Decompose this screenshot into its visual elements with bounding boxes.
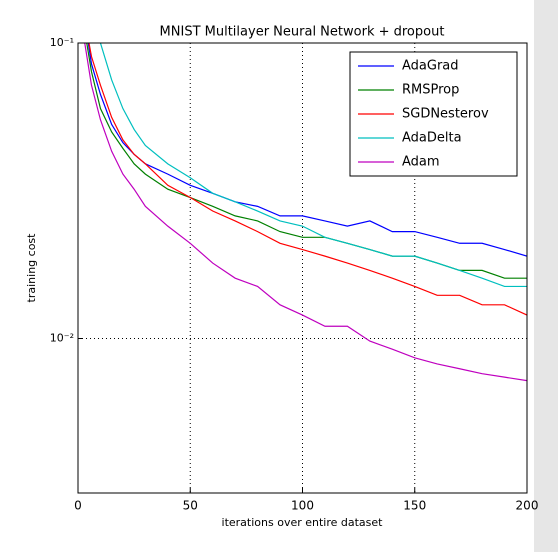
x-tick-label: 150 <box>403 499 426 513</box>
x-tick-label: 0 <box>74 499 82 513</box>
legend-label: RMSProp <box>402 83 459 98</box>
x-axis-label: iterations over entire dataset <box>222 516 384 529</box>
y-axis-label: training cost <box>25 233 38 303</box>
x-tick-label: 100 <box>291 499 314 513</box>
y-tick-label: 10⁻¹ <box>50 36 74 49</box>
series-line <box>84 43 527 382</box>
series-line <box>99 43 527 288</box>
y-tick-label: 10⁻² <box>50 331 74 344</box>
x-tick-label: 50 <box>183 499 198 513</box>
series-line <box>88 43 527 316</box>
chart-title: MNIST Multilayer Neural Network + dropou… <box>160 25 445 40</box>
legend-label: SGDNesterov <box>402 107 489 122</box>
plot-frame <box>77 42 528 494</box>
legend-label: AdaDelta <box>402 131 462 146</box>
series-line <box>87 43 527 257</box>
legend-label: Adam <box>402 155 440 170</box>
legend-label: AdaGrad <box>402 59 459 74</box>
x-tick-label: 200 <box>516 499 539 513</box>
side-strip <box>534 0 558 552</box>
plot-lines <box>84 43 527 382</box>
